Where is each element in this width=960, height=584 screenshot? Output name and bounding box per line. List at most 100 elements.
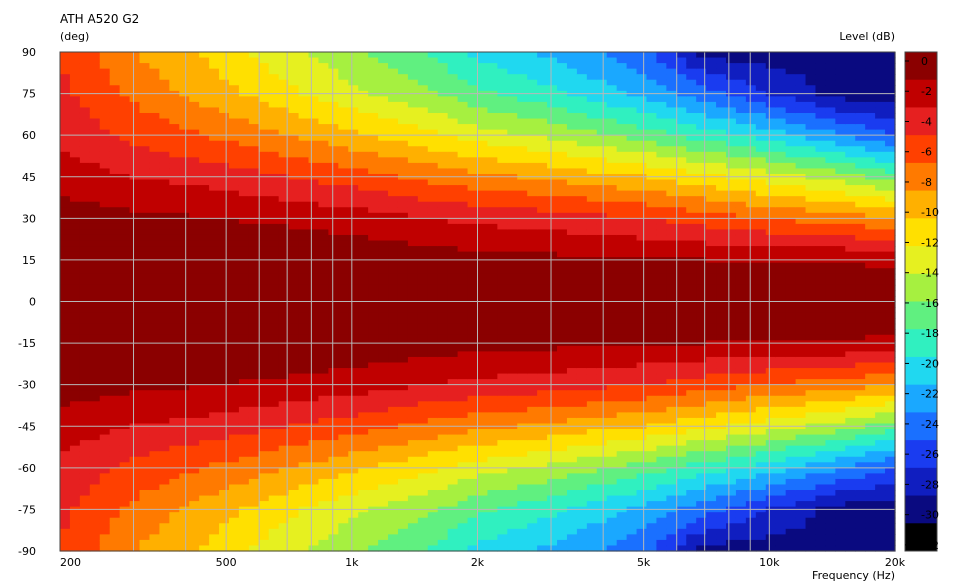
heat-cell [189, 412, 200, 419]
heat-cell [477, 379, 489, 386]
heat-cell [437, 501, 449, 508]
heat-cell [586, 101, 598, 109]
heat-cell [129, 262, 141, 269]
heat-cell [338, 384, 349, 391]
heat-cell [89, 268, 101, 275]
heat-cell [527, 545, 538, 552]
heat-cell [139, 534, 151, 541]
heat-cell [606, 273, 618, 280]
heat-cell [596, 229, 608, 236]
heat-cell [199, 63, 210, 70]
heat-cell [368, 79, 379, 86]
heat-cell [467, 284, 479, 292]
heat-cell [586, 57, 598, 64]
heat-cell [139, 146, 151, 153]
heat-cell [427, 135, 439, 142]
heat-cell [258, 229, 270, 236]
heat-cell [566, 484, 578, 491]
heat-cell [328, 162, 339, 170]
heat-cell [298, 290, 310, 297]
heat-cell [547, 201, 558, 208]
heat-cell [457, 401, 469, 408]
heat-cell [517, 390, 528, 397]
heat-cell [228, 434, 240, 441]
heat-cell [537, 445, 548, 452]
heat-cell [258, 268, 270, 275]
heat-cell [417, 429, 429, 436]
heat-cell [467, 373, 479, 380]
heat-cell [69, 512, 81, 519]
heat-cell [228, 318, 240, 325]
heat-cell [228, 356, 240, 364]
heat-cell [238, 251, 250, 258]
heat-cell [159, 528, 170, 535]
heat-cell [477, 79, 489, 86]
heat-cell [328, 179, 339, 186]
heat-cell [447, 240, 459, 247]
heat-cell [348, 362, 359, 369]
heat-cell [268, 467, 280, 474]
heat-cell [427, 478, 439, 486]
heat-cell [99, 456, 111, 463]
heat-cell [268, 312, 280, 319]
heat-cell [209, 112, 220, 120]
heat-cell [348, 373, 359, 380]
heat-cell [149, 545, 160, 552]
heat-cell [527, 351, 538, 358]
heat-cell [557, 417, 568, 425]
heat-cell [318, 517, 329, 524]
heat-cell [149, 417, 160, 425]
heat-cell [467, 318, 479, 325]
heat-cell [517, 312, 528, 319]
heat-cell [507, 345, 518, 352]
heat-cell [338, 467, 349, 474]
heat-cell [497, 57, 508, 64]
heat-cell [378, 168, 389, 175]
heat-cell [417, 390, 429, 397]
heat-cell [477, 124, 489, 131]
heat-cell [89, 218, 101, 225]
heat-cell [179, 118, 190, 125]
heat-cell [576, 473, 588, 480]
heat-cell [358, 379, 369, 386]
heat-cell [427, 473, 439, 480]
heat-cell [219, 107, 230, 114]
heat-cell [268, 301, 280, 308]
heat-cell [447, 63, 459, 70]
heat-cell [149, 329, 160, 336]
heat-cell [179, 429, 190, 436]
heat-cell [586, 412, 598, 419]
heat-cell [159, 478, 170, 486]
heat-cell [547, 129, 558, 136]
heat-cell [238, 445, 250, 452]
heat-cell [517, 356, 528, 364]
heat-cell [487, 368, 498, 375]
heat-cell [388, 101, 399, 109]
heat-cell [288, 112, 300, 120]
heat-cell [507, 462, 518, 469]
heat-cell [228, 478, 240, 486]
heat-cell [487, 351, 498, 358]
heat-cell [288, 534, 300, 541]
heat-cell [517, 379, 528, 386]
heat-cell [189, 440, 200, 447]
heat-cell [288, 63, 300, 70]
heat-cell [69, 151, 81, 158]
heat-cell [437, 162, 449, 170]
heat-cell [129, 495, 141, 502]
heat-cell [547, 96, 558, 103]
heat-cell [566, 440, 578, 447]
heat-cell [238, 74, 250, 81]
heat-cell [199, 345, 210, 352]
heat-cell [69, 57, 81, 64]
heat-cell [79, 501, 91, 508]
heat-cell [228, 417, 240, 425]
heat-cell [79, 101, 91, 109]
heat-cell [238, 262, 250, 269]
heat-cell [228, 440, 240, 447]
heat-cell [427, 356, 439, 364]
heat-cell [557, 234, 568, 242]
heat-cell [169, 240, 180, 247]
heat-cell [427, 262, 439, 269]
heat-cell [348, 140, 359, 147]
